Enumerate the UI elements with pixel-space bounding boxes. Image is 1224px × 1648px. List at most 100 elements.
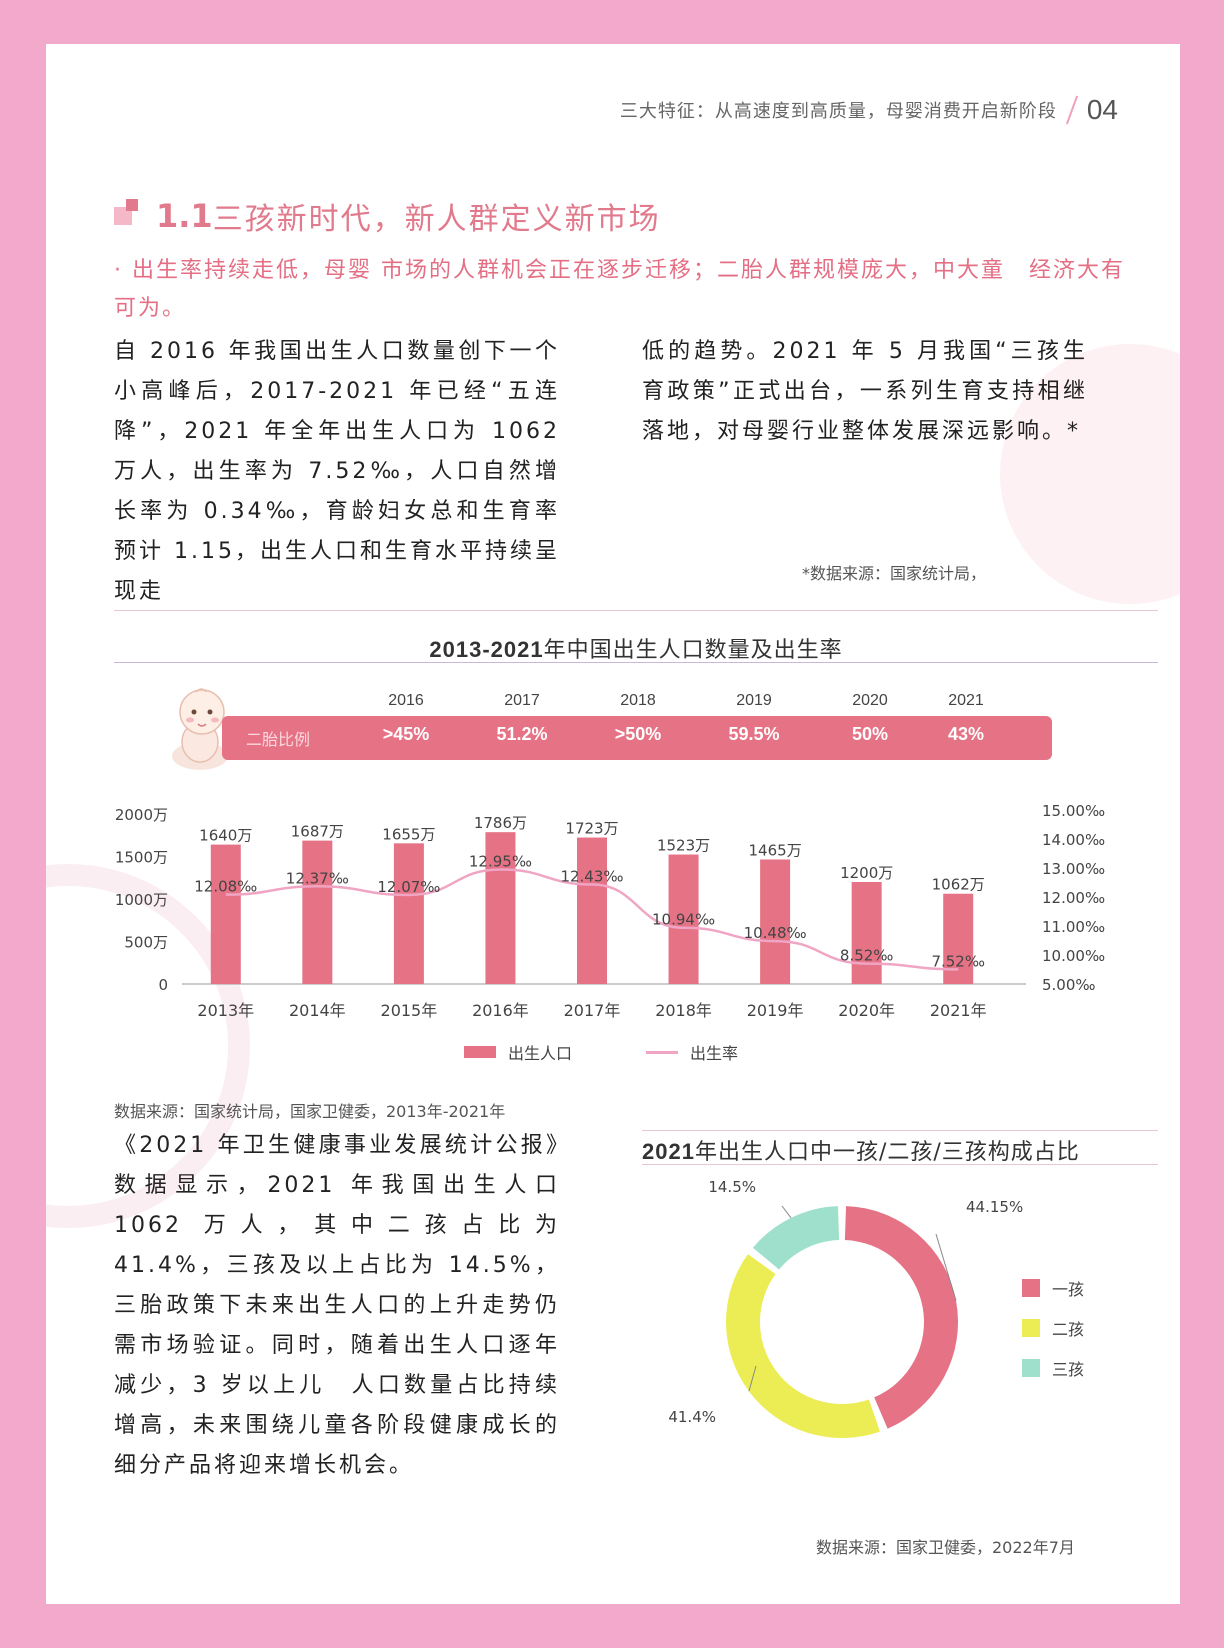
legend-third-child-swatch — [1022, 1359, 1040, 1377]
legend-birth-rate: 出生率 — [646, 1040, 738, 1064]
ratio-year: 2017 — [504, 692, 540, 709]
slice-leader-line — [748, 1365, 757, 1392]
paragraph-left: 自 2016 年我国出生人口数量创下一个小高峰后，2017-2021 年已经“五… — [114, 339, 560, 604]
baby-illustration — [172, 688, 228, 770]
bar — [393, 843, 424, 984]
bar — [851, 882, 882, 984]
bar — [210, 844, 241, 984]
y-right-tick-label: 14.00‰ — [1042, 831, 1105, 849]
x-tick-label: 2020年 — [838, 1001, 895, 1020]
rate-value-label: 7.52‰ — [931, 952, 985, 970]
bar — [485, 832, 516, 984]
legend-births: 出生人口 — [464, 1040, 572, 1064]
legend-birth-rate-label: 出生率 — [690, 1044, 739, 1063]
section-title: 1.1 三孩新时代，新人群定义新市场 — [114, 194, 661, 238]
legend-first-child: 一孩 — [1022, 1276, 1084, 1300]
second-child-ratio-label: 二胎比例 — [246, 730, 311, 749]
ratio-value: 50% — [851, 724, 889, 744]
x-tick-label: 2017年 — [564, 1001, 621, 1020]
x-tick-label: 2013年 — [197, 1001, 254, 1020]
lead-text: · 出生率持续走低，母婴 市场的人群机会正在逐步迁移；二胎人群规模庞大，中大童 … — [114, 258, 1125, 321]
y-right-tick-label: 10.00‰ — [1042, 947, 1105, 965]
legend-birth-rate-swatch — [646, 1050, 678, 1054]
legend-first-child-swatch — [1022, 1279, 1040, 1297]
ratio-value: 51.2% — [496, 724, 548, 744]
pie-chart-source: 数据来源：国家卫健委，2022年7月 — [816, 1538, 1075, 1557]
rate-value-label: 10.94‰ — [652, 911, 715, 929]
pie-chart-title: 2021年出生人口中一孩/二孩/三孩构成占比 — [642, 1134, 1080, 1166]
ratio-value: 43% — [947, 724, 985, 744]
y-right-tick-label: 5.00‰ — [1042, 976, 1096, 994]
bar — [302, 840, 333, 984]
rate-value-label: 10.48‰ — [744, 924, 807, 942]
y-right-tick-label: 15.00‰ — [1042, 802, 1105, 820]
section-heading: 三孩新时代，新人群定义新市场 — [212, 202, 661, 237]
page: 三大特征：从高速度到高质量，母婴消费开启新阶段 04 1.1 三孩新时代，新人群… — [46, 44, 1180, 1604]
slice-leader-line — [935, 1233, 957, 1301]
ratio-year: 2016 — [388, 692, 424, 709]
page-header: 三大特征：从高速度到高质量，母婴消费开启新阶段 04 — [620, 94, 1118, 126]
header-text: 三大特征：从高速度到高质量，母婴消费开启新阶段 — [619, 101, 1057, 122]
header-divider — [1065, 95, 1078, 125]
divider — [114, 610, 1158, 611]
pie-chart-title-underline — [642, 1164, 1158, 1165]
rate-value-label: 12.07‰ — [377, 878, 440, 896]
pie-chart-title-text: 年出生人口中一孩/二孩/三孩构成占比 — [694, 1140, 1080, 1165]
slice-value-label: 44.15% — [966, 1198, 1023, 1216]
bar-chart-title: 2013-2021年中国出生人口数量及出生率 — [114, 632, 1158, 664]
rate-value-label: 12.08‰ — [194, 878, 257, 896]
slice-leader-line — [781, 1205, 792, 1219]
donut-slice — [752, 1206, 840, 1270]
bar-value-label: 1723万 — [565, 820, 618, 838]
bar-value-label: 1687万 — [291, 823, 344, 841]
y-right-tick-label: 13.00‰ — [1042, 860, 1105, 878]
donut-slice — [726, 1254, 881, 1438]
bar — [668, 854, 699, 984]
legend-third-child-label: 三孩 — [1052, 1360, 1085, 1379]
x-tick-label: 2014年 — [289, 1001, 346, 1020]
y-left-tick-label: 1500万 — [115, 849, 168, 867]
birth-bar-line-chart: 0 500万 1000万 1500万 2000万 5.00‰ 10.00‰ 11.00‰ 12.… — [115, 802, 1105, 1020]
rate-value-label: 8.52‰ — [840, 947, 894, 965]
donut-slice — [844, 1206, 958, 1429]
bar-chart-source: 数据来源：国家统计局，国家卫健委，2013年-2021年 — [114, 1102, 506, 1121]
ratio-value: >45% — [382, 724, 430, 744]
y-left-tick-label: 2000万 — [115, 806, 168, 824]
bar-chart-title-text: 年中国出生人口数量及出生率 — [543, 638, 843, 663]
ratio-year: 2018 — [620, 692, 656, 709]
bar — [577, 837, 607, 984]
x-tick-label: 2015年 — [381, 1001, 438, 1020]
second-child-ratio-bar — [222, 716, 1052, 760]
legend-births-swatch — [464, 1046, 496, 1058]
rate-value-label: 12.43‰ — [560, 868, 623, 886]
legend-first-child-label: 一孩 — [1052, 1280, 1085, 1299]
source-note: *数据来源：国家统计局， — [802, 564, 987, 583]
y-left-tick-label: 1000万 — [115, 891, 168, 909]
legend-second-child-label: 二孩 — [1052, 1320, 1085, 1339]
bar-value-label: 1640万 — [199, 827, 252, 845]
bar-value-label: 1655万 — [382, 825, 435, 843]
ratio-year: 2021 — [948, 692, 984, 709]
slice-value-label: 41.4% — [668, 1408, 716, 1426]
bar-value-label: 1062万 — [932, 876, 985, 894]
rate-value-label: 12.37‰ — [286, 869, 349, 887]
y-right-tick-label: 12.00‰ — [1042, 889, 1105, 907]
child-order-donut-chart: 44.15% 41.4% 14.5% — [668, 1178, 1023, 1438]
page-number: 04 — [1086, 94, 1118, 125]
bar — [760, 859, 791, 984]
x-tick-label: 2019年 — [747, 1001, 804, 1020]
ratio-value: >50% — [614, 724, 662, 744]
bar-value-label: 1465万 — [749, 841, 802, 859]
paragraph-bottom: 《2021 年卫生健康事业发展统计公报》数据显示，2021 年我国出生人口 10… — [114, 1133, 560, 1478]
divider — [642, 1130, 1158, 1131]
bar-chart-title-underline — [114, 662, 1158, 663]
bar-chart-title-years: 2013-2021 — [429, 637, 544, 662]
legend-second-child: 二孩 — [1022, 1316, 1084, 1340]
y-left-tick-label: 0 — [158, 976, 168, 994]
x-tick-label: 2018年 — [655, 1001, 712, 1020]
bar-value-label: 1786万 — [474, 814, 527, 832]
x-tick-label: 2016年 — [472, 1001, 529, 1020]
ratio-year: 2019 — [736, 692, 772, 709]
rate-value-label: 12.95‰ — [469, 852, 532, 870]
pie-chart-title-year: 2021 — [642, 1139, 695, 1164]
